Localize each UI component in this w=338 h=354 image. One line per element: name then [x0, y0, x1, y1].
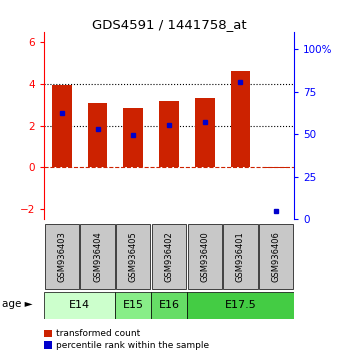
- Text: GSM936402: GSM936402: [165, 231, 173, 282]
- Bar: [44, 292, 115, 319]
- Text: percentile rank within the sample: percentile rank within the sample: [56, 341, 209, 350]
- Bar: [195, 98, 215, 167]
- Bar: [123, 108, 143, 167]
- Bar: [159, 101, 179, 167]
- Text: E14: E14: [69, 300, 90, 310]
- Bar: [187, 292, 294, 319]
- Title: GDS4591 / 1441758_at: GDS4591 / 1441758_at: [92, 18, 246, 31]
- Bar: [231, 72, 250, 167]
- Text: E16: E16: [159, 300, 179, 310]
- Text: transformed count: transformed count: [56, 329, 140, 338]
- Bar: [223, 224, 258, 289]
- Text: E15: E15: [123, 300, 144, 310]
- Bar: [115, 292, 151, 319]
- Bar: [152, 224, 186, 289]
- Text: GSM936404: GSM936404: [93, 231, 102, 282]
- Text: GSM936405: GSM936405: [129, 231, 138, 282]
- Bar: [116, 224, 150, 289]
- Bar: [80, 224, 115, 289]
- Bar: [188, 224, 222, 289]
- Text: age ►: age ►: [2, 299, 32, 309]
- Text: GSM936401: GSM936401: [236, 231, 245, 282]
- Bar: [45, 224, 79, 289]
- Bar: [259, 224, 293, 289]
- Text: GSM936406: GSM936406: [272, 231, 281, 282]
- Bar: [151, 292, 187, 319]
- Bar: [52, 85, 72, 167]
- Text: E17.5: E17.5: [224, 300, 256, 310]
- Bar: [266, 167, 286, 169]
- Text: GSM936403: GSM936403: [57, 231, 66, 282]
- Bar: [88, 103, 107, 167]
- Text: GSM936400: GSM936400: [200, 231, 209, 282]
